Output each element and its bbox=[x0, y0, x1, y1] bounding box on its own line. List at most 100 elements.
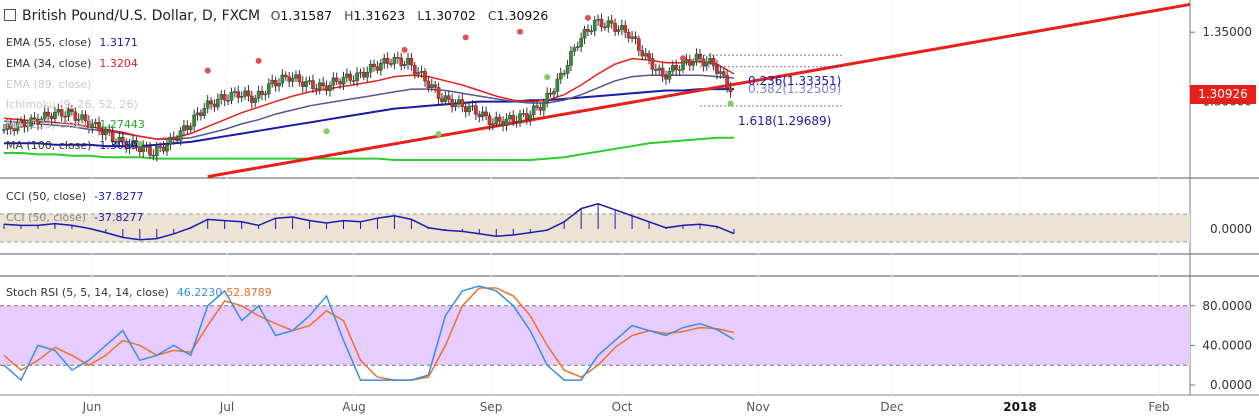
candle-body bbox=[246, 90, 251, 97]
candle-body bbox=[365, 72, 370, 78]
candle-body bbox=[321, 82, 325, 86]
candle-body bbox=[304, 81, 308, 87]
candle-body bbox=[192, 114, 196, 127]
symbol-title: British Pound/U.S. Dollar, D, FXCM bbox=[22, 8, 261, 24]
candle-body bbox=[521, 113, 526, 115]
candle-body bbox=[83, 114, 88, 122]
candle-body bbox=[531, 105, 536, 116]
candle-body bbox=[555, 78, 560, 92]
candle-body bbox=[660, 67, 665, 77]
legend-ema34[interactable]: EMA (34, close) 1.3204 bbox=[6, 57, 138, 70]
cci-tick-label: 0.0000 bbox=[1210, 222, 1252, 236]
candle-body bbox=[491, 123, 495, 125]
legend-ma233[interactable]: MA (233, close) 1.27443 bbox=[6, 118, 145, 131]
candle-body bbox=[290, 77, 295, 82]
candle-body bbox=[599, 18, 604, 28]
candle-body bbox=[148, 146, 152, 156]
candle-body bbox=[154, 146, 159, 156]
candle-body bbox=[589, 30, 594, 33]
legend-stoch-rsi[interactable]: Stoch RSI (5, 5, 14, 14, close) 46.2230 52… bbox=[6, 286, 272, 299]
candle-body bbox=[474, 105, 478, 115]
fractal-up-marker bbox=[584, 14, 591, 21]
candle-body bbox=[70, 108, 74, 113]
x-tick-label: Aug bbox=[342, 400, 365, 414]
candle-body bbox=[477, 114, 482, 118]
candle-body bbox=[426, 80, 431, 88]
candle-body bbox=[436, 87, 441, 99]
candle-body bbox=[382, 57, 387, 64]
legend-cci-2[interactable]: CCI (50, close) -37.8277 bbox=[6, 211, 144, 224]
fractal-up-marker bbox=[462, 34, 469, 41]
candle-body bbox=[596, 18, 600, 21]
fractal-up-marker bbox=[401, 46, 408, 53]
candle-body bbox=[22, 120, 27, 128]
candle-body bbox=[681, 60, 685, 70]
candle-body bbox=[721, 71, 726, 76]
candle-body bbox=[518, 113, 522, 123]
candle-body bbox=[294, 74, 298, 79]
candle-body bbox=[691, 62, 695, 66]
candle-body bbox=[460, 99, 465, 107]
candle-body bbox=[552, 91, 556, 95]
candle-body bbox=[182, 125, 186, 131]
candle-body bbox=[528, 114, 533, 120]
candle-body bbox=[256, 90, 261, 99]
candle-body bbox=[548, 92, 553, 95]
open-value: 1.31587 bbox=[280, 8, 333, 23]
candle-body bbox=[640, 50, 645, 57]
candle-body bbox=[497, 116, 502, 122]
candle-body bbox=[334, 77, 339, 82]
candle-body bbox=[229, 91, 234, 101]
candle-body bbox=[216, 98, 220, 108]
candle-body bbox=[151, 155, 156, 157]
legend-ema89[interactable]: EMA (89, close) bbox=[6, 78, 92, 91]
candle-body bbox=[372, 63, 376, 67]
candle-body bbox=[341, 76, 346, 85]
legend-ma100[interactable]: MA (100, close) 1.3089 bbox=[6, 139, 138, 152]
candle-body bbox=[178, 130, 183, 141]
x-tick-label: Nov bbox=[746, 400, 769, 414]
x-tick-label: 2018 bbox=[1003, 400, 1036, 414]
chart-title: British Pound/U.S. Dollar, D, FXCM O1.31… bbox=[4, 8, 556, 24]
x-tick-label: Oct bbox=[612, 400, 633, 414]
candle-body bbox=[331, 77, 336, 86]
candle-body bbox=[8, 123, 13, 129]
candle-body bbox=[545, 92, 549, 103]
legend-ema55[interactable]: EMA (55, close) 1.3171 bbox=[6, 36, 138, 49]
candle-body bbox=[185, 125, 190, 130]
fractal-down-marker bbox=[136, 140, 143, 147]
candle-body bbox=[345, 73, 349, 78]
candle-body bbox=[273, 79, 278, 87]
candle-body bbox=[402, 64, 407, 66]
candle-body bbox=[674, 65, 679, 71]
candle-body bbox=[351, 80, 356, 82]
candle-body bbox=[250, 95, 254, 103]
collapse-icon[interactable] bbox=[4, 9, 16, 21]
candle-body bbox=[575, 46, 580, 48]
candle-body bbox=[433, 84, 437, 88]
candle-body bbox=[199, 112, 203, 116]
candle-body bbox=[121, 137, 125, 143]
candle-body bbox=[501, 121, 505, 126]
candle-body bbox=[53, 111, 57, 120]
candle-body bbox=[718, 71, 723, 74]
candle-body bbox=[538, 107, 543, 111]
candle-body bbox=[144, 145, 149, 148]
candle-body bbox=[392, 57, 397, 65]
legend-cci-1[interactable]: CCI (50, close) -37.8277 bbox=[6, 190, 144, 203]
candle-body bbox=[32, 117, 37, 120]
legend-ichimoku[interactable]: Ichimoku (9, 26, 52, 26) bbox=[6, 98, 138, 111]
candle-body bbox=[212, 103, 217, 108]
x-tick-label: Jul bbox=[219, 400, 234, 414]
candle-body bbox=[63, 115, 67, 118]
candle-body bbox=[311, 80, 315, 89]
candle-body bbox=[107, 129, 112, 133]
candle-body bbox=[650, 58, 655, 70]
candle-body bbox=[328, 85, 332, 91]
candle-body bbox=[127, 143, 132, 149]
candle-body bbox=[687, 59, 692, 66]
series-ema55 bbox=[3, 74, 734, 140]
candle-body bbox=[368, 63, 373, 73]
candle-body bbox=[416, 72, 420, 75]
